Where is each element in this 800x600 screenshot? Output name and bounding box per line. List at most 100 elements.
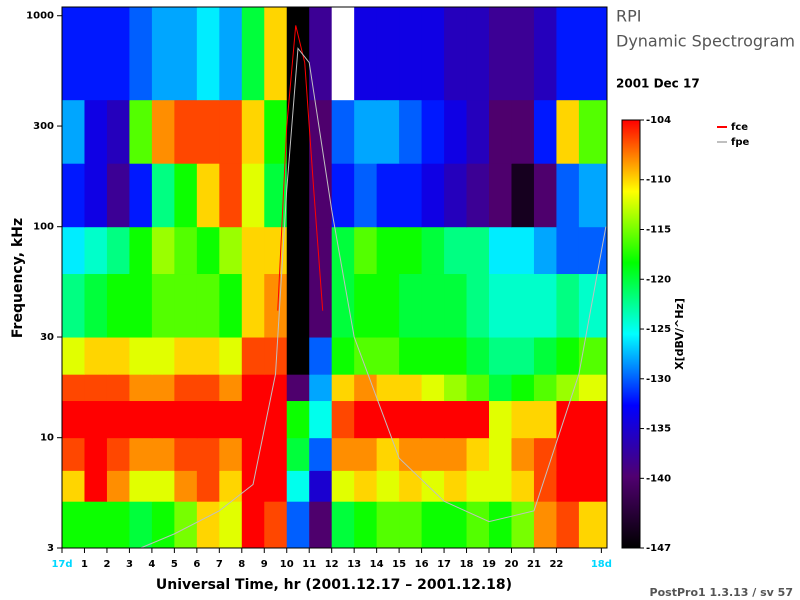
heatmap-cell (511, 226, 535, 275)
heatmap-cell (151, 470, 175, 502)
heatmap-cell (219, 226, 243, 275)
heatmap-cell (354, 99, 378, 164)
heatmap-cell (129, 7, 153, 101)
heatmap-cell (241, 273, 265, 338)
heatmap-cell (466, 163, 490, 228)
heatmap-cell (174, 226, 198, 275)
heatmap-cell (533, 273, 557, 338)
heatmap-cell (151, 400, 175, 439)
heatmap-cell (219, 7, 243, 101)
heatmap-cell (578, 7, 608, 101)
heatmap-cell (286, 99, 310, 164)
heatmap-cell (354, 273, 378, 338)
plot (62, 7, 608, 549)
plot-frame (61, 6, 608, 549)
y-tick-label: 100 (33, 222, 54, 233)
heatmap-cell (421, 99, 445, 164)
heatmap-cell (286, 273, 310, 338)
heatmap-cell (106, 226, 130, 275)
heatmap-cell (511, 337, 535, 375)
heatmap-cell (578, 99, 608, 164)
heatmap-cell (376, 400, 400, 439)
heatmap-cell (129, 400, 153, 439)
heatmap-cell (286, 501, 310, 549)
heatmap-cell (84, 374, 108, 402)
heatmap-cell (444, 163, 468, 228)
heatmap-cell (331, 99, 355, 164)
heatmap-cell (241, 400, 265, 439)
heatmap-cell (376, 470, 400, 502)
colorbar-tick-label: -104 (646, 115, 671, 126)
heatmap-cell (84, 437, 108, 471)
heatmap-cell (444, 273, 468, 338)
heatmap-cell (533, 501, 557, 549)
heatmap-cell (354, 470, 378, 502)
y-tick-label: 300 (33, 121, 54, 132)
heatmap-cell (399, 437, 423, 471)
heatmap-cell (578, 226, 608, 275)
heatmap-cell (264, 163, 288, 228)
x-tick-label: 11 (302, 559, 316, 570)
heatmap-cell (241, 337, 265, 375)
x-tick-label: 13 (347, 559, 361, 570)
heatmap-cell (84, 163, 108, 228)
heatmap-cell (399, 337, 423, 375)
heatmap-cell (578, 337, 608, 375)
heatmap-cell (466, 337, 490, 375)
heatmap-cell (219, 99, 243, 164)
heatmap-cell (354, 226, 378, 275)
x-tick-label: 10 (280, 559, 294, 570)
heatmap-cell (331, 400, 355, 439)
heatmap-cell (62, 337, 85, 375)
heatmap-cell (196, 400, 220, 439)
x-tick-label: 12 (325, 559, 339, 570)
heatmap-cell (174, 501, 198, 549)
colorbar-label: X[dBV/^Hz] (673, 298, 686, 370)
heatmap-cell (309, 470, 333, 502)
heatmap-cell (196, 7, 220, 101)
heatmap-cell (241, 99, 265, 164)
heatmap-cell (151, 99, 175, 164)
heatmap-cell (399, 226, 423, 275)
chart-subtitle: Dynamic Spectrogram (616, 32, 795, 51)
heatmap-cell (286, 374, 310, 402)
heatmap-cell (264, 7, 288, 101)
heatmap-cell (129, 437, 153, 471)
heatmap-cell (533, 374, 557, 402)
x-tick-label: 3 (126, 559, 133, 570)
heatmap-cell (556, 273, 580, 338)
heatmap-cell (421, 163, 445, 228)
heatmap-cell (556, 501, 580, 549)
heatmap-cell (556, 437, 580, 471)
heatmap-cell (421, 470, 445, 502)
heatmap-cell (399, 400, 423, 439)
heatmap-cell (129, 337, 153, 375)
heatmap-cell (444, 470, 468, 502)
heatmap-cell (533, 337, 557, 375)
heatmap-cell (511, 400, 535, 439)
heatmap-cell (421, 337, 445, 375)
legend-label: fce (731, 122, 748, 133)
heatmap-cell (399, 501, 423, 549)
heatmap-cell (444, 337, 468, 375)
heatmap-cell (106, 437, 130, 471)
heatmap-cell (264, 374, 288, 402)
heatmap-cell (241, 374, 265, 402)
heatmap-cell (354, 7, 378, 101)
heatmap-cell (219, 273, 243, 338)
heatmap-cell (533, 7, 557, 101)
heatmap-cell (489, 400, 512, 439)
heatmap-cell (466, 226, 490, 275)
heatmap-cell (129, 273, 153, 338)
heatmap-cell (489, 7, 512, 101)
chart-title: RPI (616, 7, 641, 26)
heatmap-cell (84, 226, 108, 275)
colorbar-tick-label: -120 (646, 274, 671, 285)
heatmap-cell (286, 7, 310, 101)
heatmap-cell (62, 226, 85, 275)
heatmap-cell (466, 374, 490, 402)
heatmap-cell (578, 470, 608, 502)
heatmap-cell (151, 273, 175, 338)
heatmap-cell (466, 273, 490, 338)
heatmap-cell (489, 374, 512, 402)
